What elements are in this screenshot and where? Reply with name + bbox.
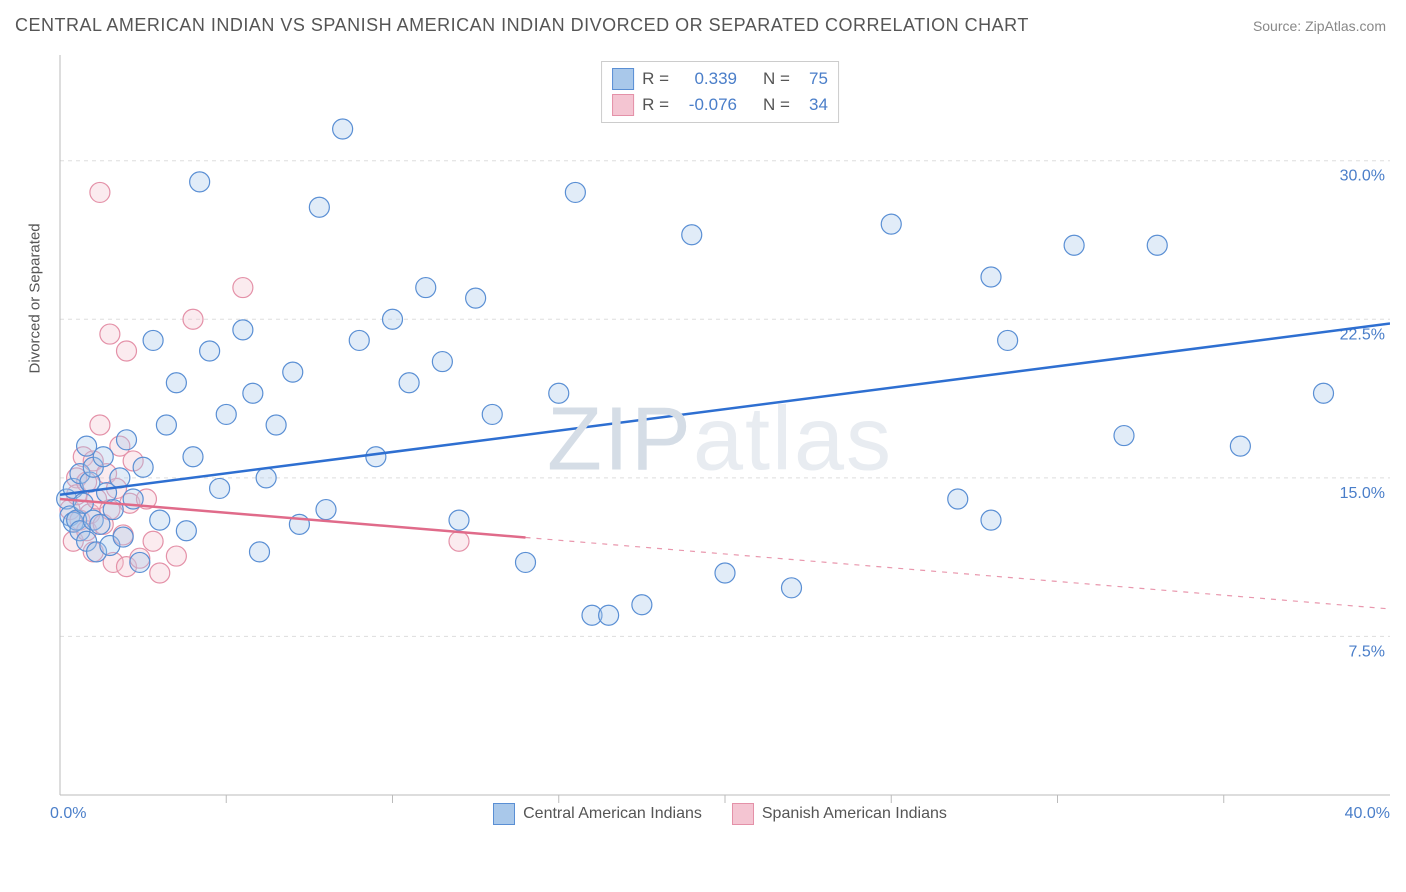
chart-title: CENTRAL AMERICAN INDIAN VS SPANISH AMERI…	[15, 15, 1029, 36]
y-axis-label: Divorced or Separated	[27, 223, 44, 373]
n-label-1: N =	[763, 95, 790, 115]
svg-text:30.0%: 30.0%	[1340, 168, 1385, 185]
legend-swatch-0	[493, 803, 515, 825]
scatter-plot: 7.5%15.0%22.5%30.0%	[50, 55, 1390, 825]
svg-text:7.5%: 7.5%	[1349, 643, 1385, 660]
correlation-legend-row-1: R = -0.076 N = 34	[612, 92, 828, 118]
r-value-0: 0.339	[677, 69, 737, 89]
n-value-1: 34	[798, 95, 828, 115]
legend-swatch-pink	[612, 94, 634, 116]
r-label-0: R =	[642, 69, 669, 89]
legend-item-0: Central American Indians	[493, 803, 702, 825]
source-label: Source: ZipAtlas.com	[1253, 18, 1386, 34]
legend-label-0: Central American Indians	[523, 805, 702, 823]
chart-container: Divorced or Separated 7.5%15.0%22.5%30.0…	[50, 55, 1390, 825]
r-label-1: R =	[642, 95, 669, 115]
legend-item-1: Spanish American Indians	[732, 803, 947, 825]
r-value-1: -0.076	[677, 95, 737, 115]
svg-text:15.0%: 15.0%	[1340, 485, 1385, 502]
legend-swatch-blue	[612, 68, 634, 90]
correlation-legend: R = 0.339 N = 75 R = -0.076 N = 34	[601, 61, 839, 123]
series-legend: Central American Indians Spanish America…	[50, 803, 1390, 825]
correlation-legend-row-0: R = 0.339 N = 75	[612, 66, 828, 92]
legend-swatch-1	[732, 803, 754, 825]
n-label-0: N =	[763, 69, 790, 89]
legend-label-1: Spanish American Indians	[762, 805, 947, 823]
n-value-0: 75	[798, 69, 828, 89]
